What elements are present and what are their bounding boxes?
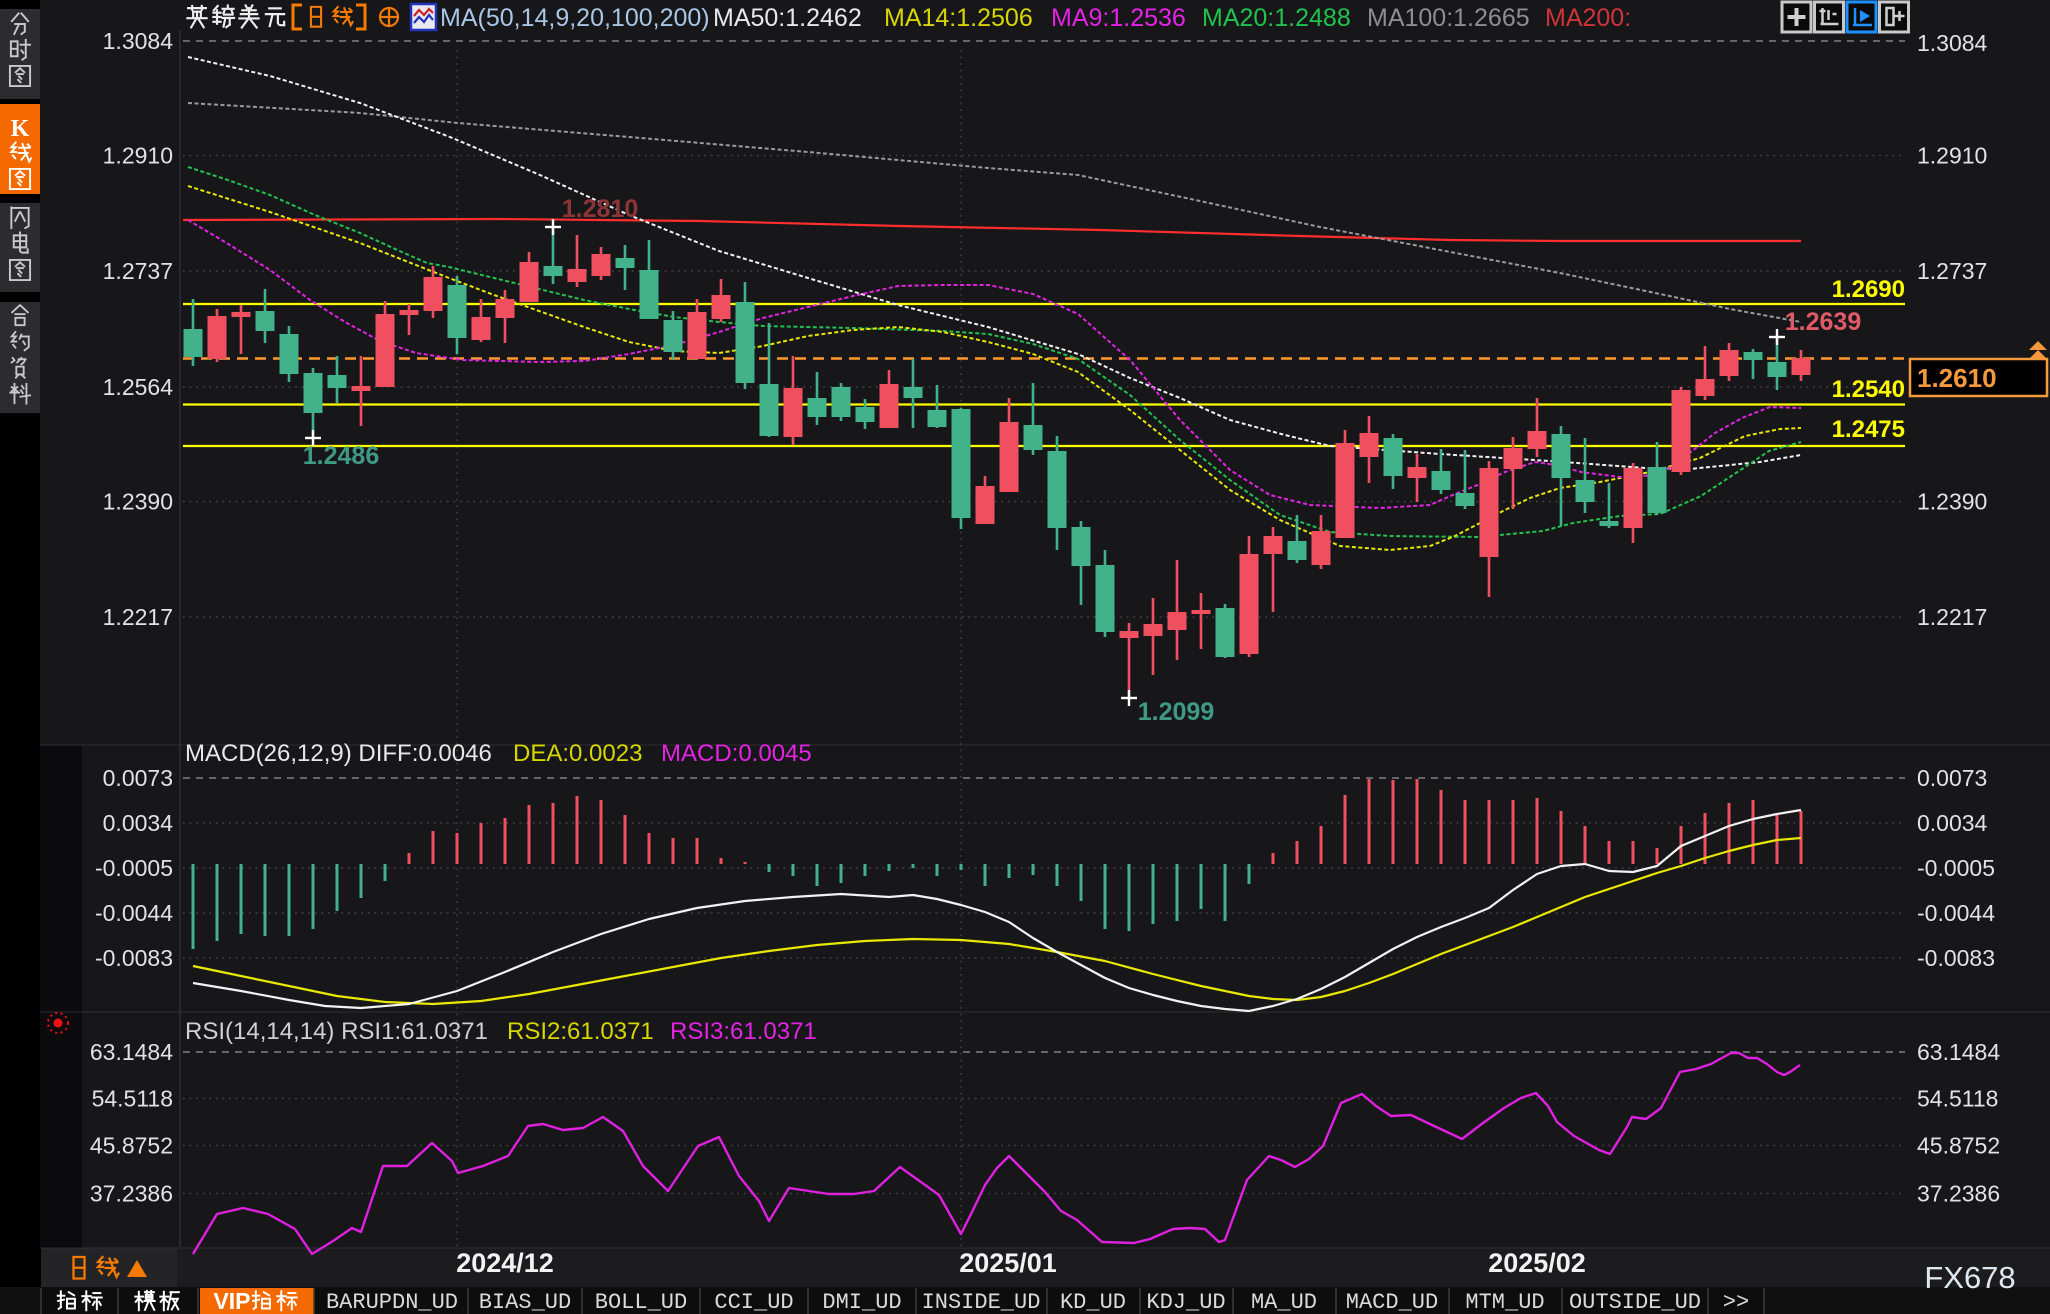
svg-text:2025/01: 2025/01: [959, 1248, 1057, 1278]
svg-text:MA14:1.2506: MA14:1.2506: [884, 4, 1033, 32]
svg-text:1.2810: 1.2810: [562, 195, 638, 223]
svg-text:54.5118: 54.5118: [1917, 1086, 1998, 1112]
svg-text:0.0073: 0.0073: [103, 765, 173, 791]
svg-text:1.2639: 1.2639: [1785, 308, 1861, 336]
svg-text:1.2475: 1.2475: [1832, 416, 1905, 443]
svg-text:BIAS_UD: BIAS_UD: [479, 1290, 571, 1314]
svg-text:1.2217: 1.2217: [1917, 604, 1987, 630]
svg-text:1.2390: 1.2390: [103, 489, 173, 515]
svg-text:1.2737: 1.2737: [1917, 258, 1987, 284]
svg-text:1.2690: 1.2690: [1832, 276, 1905, 303]
svg-text:MA100:1.2665: MA100:1.2665: [1367, 4, 1530, 32]
svg-text:1.2910: 1.2910: [103, 143, 173, 169]
svg-text:BOLL_UD: BOLL_UD: [595, 1290, 687, 1314]
svg-text:DEA:0.0023: DEA:0.0023: [513, 740, 642, 767]
svg-text:MACD(26,12,9) DIFF:0.0046: MACD(26,12,9) DIFF:0.0046: [185, 740, 492, 767]
svg-text:1.2390: 1.2390: [1917, 489, 1987, 515]
svg-text:1.3084: 1.3084: [103, 28, 174, 54]
svg-text:45.8752: 45.8752: [90, 1133, 173, 1159]
svg-text:-0.0005: -0.0005: [95, 855, 173, 881]
svg-text:RSI(14,14,14) RSI1:61.0371: RSI(14,14,14) RSI1:61.0371: [185, 1018, 488, 1045]
svg-text:KDJ_UD: KDJ_UD: [1146, 1290, 1225, 1314]
svg-text:MA_UD: MA_UD: [1251, 1290, 1317, 1314]
svg-text:MTM_UD: MTM_UD: [1465, 1290, 1544, 1314]
svg-text:MACD:0.0045: MACD:0.0045: [661, 740, 812, 767]
svg-text:1.3084: 1.3084: [1917, 30, 1988, 56]
svg-text:1.2910: 1.2910: [1917, 143, 1987, 169]
svg-text:37.2386: 37.2386: [90, 1181, 173, 1207]
svg-text:RSI3:61.0371: RSI3:61.0371: [670, 1018, 817, 1045]
svg-text:1.2564: 1.2564: [103, 374, 174, 400]
svg-text:FX678: FX678: [1924, 1260, 2015, 1295]
svg-text:INSIDE_UD: INSIDE_UD: [922, 1290, 1041, 1314]
svg-text:-0.0005: -0.0005: [1917, 855, 1995, 881]
svg-text:1.2217: 1.2217: [103, 604, 173, 630]
svg-text:54.5118: 54.5118: [92, 1086, 173, 1112]
svg-text:1.2737: 1.2737: [103, 258, 173, 284]
svg-text:RSI2:61.0371: RSI2:61.0371: [507, 1018, 654, 1045]
svg-text:MA200:: MA200:: [1545, 4, 1631, 32]
svg-text:1.2486: 1.2486: [303, 442, 379, 470]
svg-text:1.2540: 1.2540: [1832, 376, 1905, 403]
svg-text:0.0034: 0.0034: [103, 810, 174, 836]
svg-text:DMI_UD: DMI_UD: [822, 1290, 901, 1314]
svg-text:-0.0083: -0.0083: [1917, 945, 1995, 971]
svg-text:-0.0083: -0.0083: [95, 945, 173, 971]
svg-text:0.0073: 0.0073: [1917, 765, 1987, 791]
svg-text:63.1484: 63.1484: [1917, 1039, 2000, 1065]
svg-text:-0.0044: -0.0044: [1917, 900, 1995, 926]
svg-text:CCI_UD: CCI_UD: [714, 1290, 793, 1314]
svg-text:KD_UD: KD_UD: [1060, 1290, 1126, 1314]
svg-text:VIP: VIP: [213, 1288, 250, 1314]
svg-text:2025/02: 2025/02: [1488, 1248, 1586, 1278]
svg-text:MACD_UD: MACD_UD: [1346, 1290, 1438, 1314]
svg-text:63.1484: 63.1484: [90, 1039, 173, 1065]
svg-text:MA(50,14,9,20,100,200): MA(50,14,9,20,100,200): [440, 4, 710, 32]
svg-text:37.2386: 37.2386: [1917, 1181, 2000, 1207]
svg-text:>>: >>: [1723, 1290, 1749, 1314]
svg-text:MA20:1.2488: MA20:1.2488: [1202, 4, 1351, 32]
svg-text:MA50:1.2462: MA50:1.2462: [713, 4, 862, 32]
svg-text:OUTSIDE_UD: OUTSIDE_UD: [1569, 1290, 1701, 1314]
svg-text:45.8752: 45.8752: [1917, 1133, 2000, 1159]
svg-text:-0.0044: -0.0044: [95, 900, 173, 926]
svg-text:0.0034: 0.0034: [1917, 810, 1988, 836]
svg-text:1.2610: 1.2610: [1917, 363, 1997, 393]
svg-text:K: K: [11, 116, 30, 142]
svg-text:1.2099: 1.2099: [1138, 698, 1214, 726]
svg-text:2024/12: 2024/12: [456, 1248, 554, 1278]
svg-text:BARUPDN_UD: BARUPDN_UD: [326, 1290, 458, 1314]
svg-text:MA9:1.2536: MA9:1.2536: [1051, 4, 1186, 32]
